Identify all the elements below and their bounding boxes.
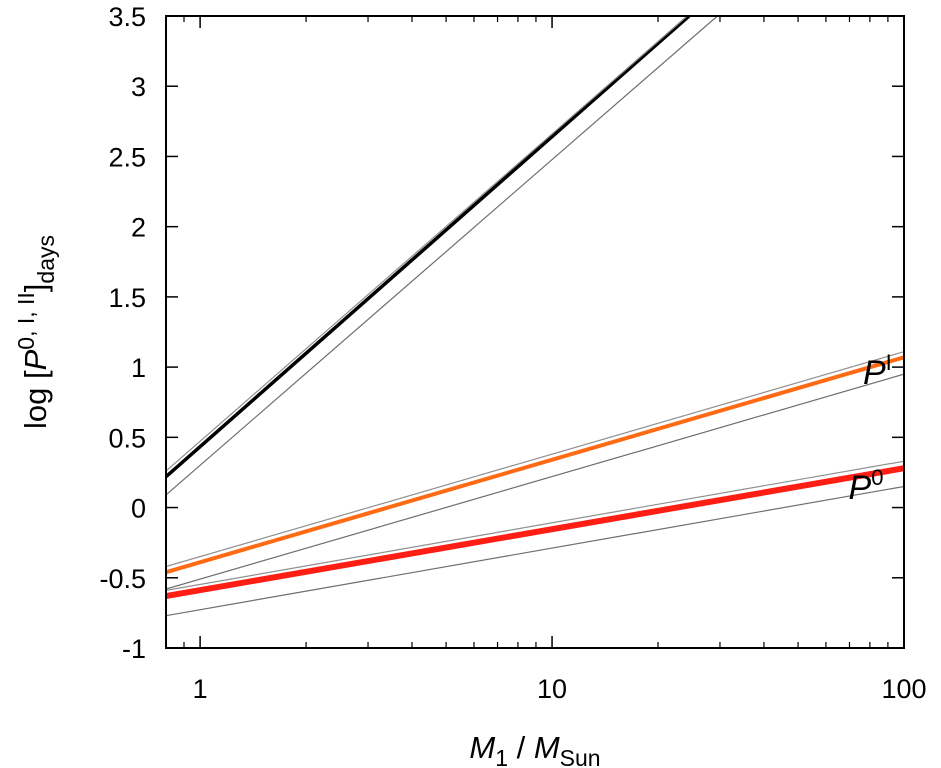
plot-frame — [165, 15, 905, 649]
annotation-p-0: P0 — [849, 465, 884, 507]
y-tick-label-0: 3.5 — [108, 2, 146, 32]
labels-layer: 3.5 3 2.5 2 1.5 1 0.5 0 -0.5 -1 1 10 100 — [99, 2, 926, 704]
y-tick-label-4: 1.5 — [108, 283, 146, 313]
series-line-7 — [166, 460, 904, 592]
y-tick-label-1: 3 — [131, 72, 146, 102]
series-line-3 — [166, 355, 904, 575]
series-line-4 — [166, 351, 904, 568]
series-line-8 — [166, 485, 904, 617]
x-tick-label-2: 100 — [881, 674, 926, 704]
series-layer — [166, 16, 904, 617]
y-tick-label-3: 2 — [131, 213, 146, 243]
x-tick-label-0: 1 — [193, 674, 208, 704]
series-line-1 — [166, 16, 688, 472]
series-line-5 — [166, 373, 904, 590]
y-tick-label-7: 0 — [131, 494, 146, 524]
series-line-0 — [166, 16, 691, 478]
x-tick-label-1: 10 — [537, 674, 567, 704]
y-axis-title: log [P0, I, II]days — [13, 235, 59, 429]
x-axis-title: M1 / MSun — [469, 730, 600, 768]
y-tick-label-2: 2.5 — [108, 142, 146, 172]
y-tick-label-5: 1 — [131, 353, 146, 383]
series-line-2 — [166, 16, 718, 496]
annotation-p-i: PI — [863, 350, 892, 392]
y-tick-label-6: 0.5 — [108, 423, 146, 453]
y-tick-label-9: -1 — [122, 634, 146, 664]
ticks-layer — [165, 15, 905, 649]
series-line-6 — [166, 465, 904, 599]
y-tick-label-8: -0.5 — [99, 564, 146, 594]
